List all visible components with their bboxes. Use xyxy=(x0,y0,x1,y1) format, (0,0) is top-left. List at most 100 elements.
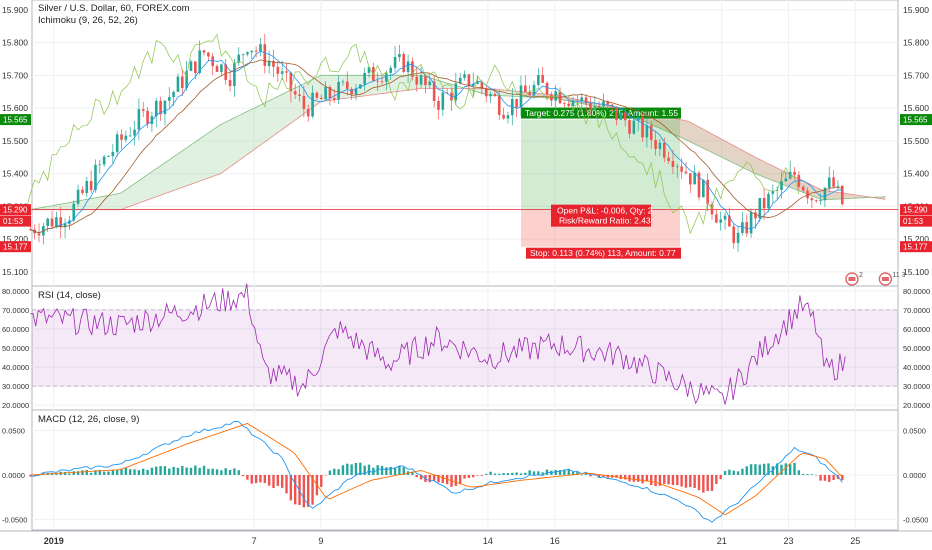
candle-up xyxy=(246,52,249,55)
candle-up xyxy=(554,91,558,101)
ichimoku-legend[interactable]: Ichimoku (9, 26, 52, 26) xyxy=(37,15,139,26)
candle-down xyxy=(710,204,714,215)
macd-histogram-bar xyxy=(463,474,466,479)
macd-histogram-bar xyxy=(485,473,488,475)
rsi-legend[interactable]: RSI (14, close) xyxy=(37,290,102,301)
macd-histogram-bar xyxy=(389,466,392,475)
candle-up xyxy=(398,53,401,58)
candle-up xyxy=(189,61,193,71)
macd-histogram-bar xyxy=(385,467,388,475)
long-position-tool: Target: 0.275 (1.80%) 275, Amount: 1.55 O… xyxy=(32,107,898,259)
candle-up xyxy=(185,70,188,89)
macd-histogram-bar xyxy=(94,470,97,475)
candle-down xyxy=(467,74,471,87)
candle-down xyxy=(59,217,63,228)
macd-histogram-bar xyxy=(311,474,314,505)
macd-histogram-bar xyxy=(472,474,475,478)
candle-down xyxy=(445,92,449,94)
candle-down xyxy=(263,44,267,66)
candle-down xyxy=(689,173,692,185)
candle-down xyxy=(254,50,258,52)
price-candles xyxy=(25,33,844,252)
candle-up xyxy=(476,81,479,84)
candle-up xyxy=(702,179,705,198)
kijun-line xyxy=(30,59,843,234)
macd-legend[interactable]: MACD (12, 26, close, 9) xyxy=(37,414,141,425)
time-tick-label: 9 xyxy=(318,536,323,546)
macd-histogram-bar xyxy=(628,474,631,482)
candle-down xyxy=(654,139,657,149)
macd-histogram-bar xyxy=(806,473,809,475)
candle-down xyxy=(528,92,531,96)
stop-label: Stop: 0.113 (0.74%) 113, Amount: 0.77 xyxy=(530,248,676,258)
price-tick-left: 15.200 xyxy=(2,234,28,244)
candle-up xyxy=(767,193,770,209)
candle-up xyxy=(636,117,640,121)
macd-tick-right: 0.0500 xyxy=(903,427,926,436)
candle-down xyxy=(623,112,627,121)
event-count: 11 3 xyxy=(892,272,905,279)
macd-histogram-bar xyxy=(741,468,744,475)
candle-up xyxy=(324,87,327,100)
rsi-tick-right: 20.0000 xyxy=(903,401,930,410)
candle-up xyxy=(128,135,132,137)
candle-down xyxy=(810,198,814,201)
macd-histogram-bar xyxy=(398,465,401,475)
candle-up xyxy=(428,81,432,86)
macd-histogram-bar xyxy=(250,474,253,484)
macd-histogram-bar xyxy=(372,467,375,475)
candle-down xyxy=(628,120,631,134)
candle-up xyxy=(85,180,89,193)
macd-histogram-bar xyxy=(623,474,627,480)
macd-histogram-bar xyxy=(350,464,353,475)
candle-down xyxy=(524,85,527,93)
candle-down xyxy=(793,171,796,175)
price-tick-left: 15.800 xyxy=(2,38,28,48)
macd-histogram-bar xyxy=(819,474,822,481)
candle-up xyxy=(337,81,340,100)
candle-down xyxy=(641,117,644,138)
macd-histogram-bar xyxy=(723,471,727,475)
macd-histogram-bar xyxy=(506,473,510,475)
candle-down xyxy=(211,56,214,67)
macd-tick-left: 0.0000 xyxy=(2,471,25,480)
candle-down xyxy=(563,103,566,105)
macd-histogram-bar xyxy=(728,469,731,475)
candle-down xyxy=(146,110,149,124)
price-tick-right: 15.700 xyxy=(903,70,929,80)
macd-histogram-bar xyxy=(81,470,84,475)
candle-down xyxy=(181,76,184,89)
macd-histogram-bar xyxy=(224,468,227,475)
macd-histogram-bar xyxy=(597,474,601,478)
cloud-fill-bearish xyxy=(521,91,886,200)
candle-up xyxy=(741,222,744,233)
candle-up xyxy=(311,92,314,117)
candle-up xyxy=(94,164,97,191)
macd-histogram-bar xyxy=(228,470,232,475)
macd-histogram-bar xyxy=(415,474,418,478)
macd-histogram-bar xyxy=(793,462,796,475)
macd-histogram-bar xyxy=(419,474,423,480)
candle-up xyxy=(367,67,371,73)
price-tick-right: 15.900 xyxy=(903,5,929,15)
candle-down xyxy=(728,215,731,227)
macd-histogram-bar xyxy=(376,465,379,475)
macd-histogram-bar xyxy=(102,471,106,475)
macd-histogram-bar xyxy=(55,473,58,475)
candle-up xyxy=(463,74,466,78)
candle-up xyxy=(167,97,171,101)
rsi-tick-left: 50.0000 xyxy=(2,344,29,353)
price-axes: 2019 7 9 14 16 21 23 25 15.100 15.100 15.200 15.200… xyxy=(2,5,930,546)
macd-histogram-bar xyxy=(580,474,583,476)
time-tick-label: 7 xyxy=(252,536,257,546)
candle-down xyxy=(567,103,571,107)
candle-down xyxy=(315,92,319,98)
candle-down xyxy=(298,94,301,96)
macd-histogram-bar xyxy=(576,471,579,475)
candle-up xyxy=(46,218,49,227)
macd-histogram-bar xyxy=(788,464,792,475)
event-count: 2 xyxy=(859,272,863,279)
price-tag-right xyxy=(900,241,932,253)
candle-down xyxy=(306,108,310,117)
